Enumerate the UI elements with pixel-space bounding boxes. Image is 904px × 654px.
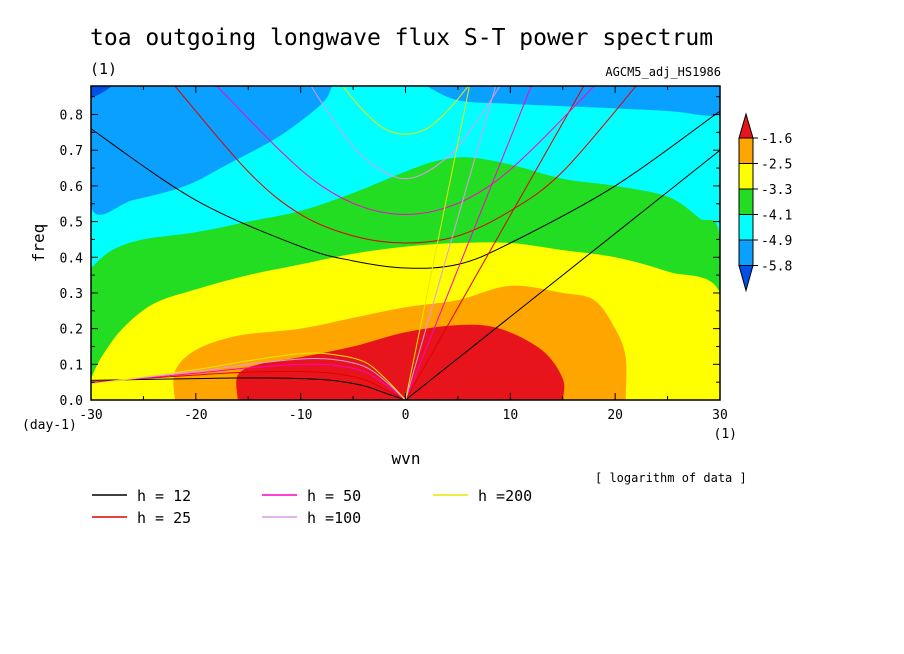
x-tick-label: -20 — [184, 408, 207, 423]
x-tick-label: 0 — [402, 408, 410, 423]
colorbar-level-label: -3.3 — [761, 183, 792, 198]
colorbar-segment — [738, 163, 754, 190]
colorbar: -1.6 -2.5 -3.3 -4.1 -4.9 -5.8 — [738, 112, 792, 293]
colorbar-segment — [738, 239, 754, 266]
y-tick-label: 0.8 — [60, 109, 83, 124]
rossby-curve-h25 — [91, 370, 406, 400]
gravity-wave-curve-h25 — [174, 86, 637, 244]
x-tick-label: -30 — [79, 408, 102, 423]
colorbar-level-label: -5.8 — [761, 260, 792, 275]
contour-fill-level-6 — [426, 86, 720, 116]
x-tick-label: 10 — [503, 408, 519, 423]
colorbar-level-label: -4.1 — [761, 209, 792, 224]
x-tick-label: 30 — [712, 408, 728, 423]
y-tick-label: 0.4 — [60, 251, 84, 266]
gravity-wave-curve-h200 — [342, 86, 469, 135]
rossby-curve-h200 — [91, 352, 406, 400]
colorbar-segment — [738, 214, 754, 241]
data-note: [ logarithm of data ] — [595, 471, 747, 485]
colorbar-segment — [738, 137, 754, 164]
x-axis-units: (1) — [714, 427, 737, 442]
colorbar-bottom-arrow — [738, 265, 754, 293]
kelvin-curve-h25 — [405, 86, 585, 400]
y-tick-label: 0.6 — [60, 180, 83, 195]
y-tick-label: 0.3 — [60, 287, 83, 302]
y-tick-label: 0.7 — [60, 144, 83, 159]
legend-entry-label: h =200 — [478, 487, 532, 505]
colorbar-level-label: -2.5 — [761, 158, 792, 173]
gravity-wave-curve-h50 — [216, 86, 595, 215]
legend-entry-label: h = 25 — [137, 509, 191, 527]
y-axis-label: freq — [29, 224, 48, 263]
legend: h = 12 h = 25 h = 50 h =100 h =200 — [92, 487, 532, 527]
x-tick-label: 20 — [607, 408, 623, 423]
chart-title: toa outgoing longwave flux S-T power spe… — [90, 25, 713, 51]
colorbar-top-arrow — [738, 112, 754, 139]
colorbar-level-label: -4.9 — [761, 234, 792, 249]
legend-entry-label: h = 12 — [137, 487, 191, 505]
y-tick-label: 0.0 — [60, 394, 83, 409]
contour-fill-level-6 — [91, 86, 333, 215]
y-tick-label: 0.2 — [60, 323, 83, 338]
rossby-curve-h12 — [91, 377, 406, 400]
plot-area: -30 -20 -10 0 10 20 30 0.0 0.1 0.2 0.3 0.4 0.5 0.6 0.… — [60, 85, 728, 423]
kelvin-curve-h50 — [405, 86, 532, 400]
legend-entry-label: h =100 — [307, 509, 361, 527]
kelvin-curve-h100 — [405, 86, 497, 400]
kelvin-curve-h200 — [405, 86, 470, 400]
colorbar-level-label: -1.6 — [761, 132, 792, 147]
chart-title-units: (1) — [90, 60, 117, 78]
contour-fill-level-1 — [236, 324, 565, 400]
contour-fill-level-7 — [91, 86, 112, 97]
x-tick-label: -10 — [289, 408, 312, 423]
y-tick-label: 0.1 — [60, 358, 83, 373]
legend-entry-label: h = 50 — [307, 487, 361, 505]
gravity-wave-curve-h12 — [91, 110, 720, 269]
gravity-wave-curve-h100 — [310, 86, 501, 180]
rossby-curve-h50 — [91, 363, 406, 400]
kelvin-curve-h12 — [405, 149, 720, 400]
y-axis-units: (day-1) — [22, 418, 77, 433]
colorbar-segment — [738, 188, 754, 215]
x-axis-label: wvn — [392, 449, 421, 468]
y-tick-label: 0.5 — [60, 216, 83, 231]
model-label: AGCM5_adj_HS1986 — [605, 65, 721, 79]
rossby-curve-h100 — [91, 357, 406, 400]
